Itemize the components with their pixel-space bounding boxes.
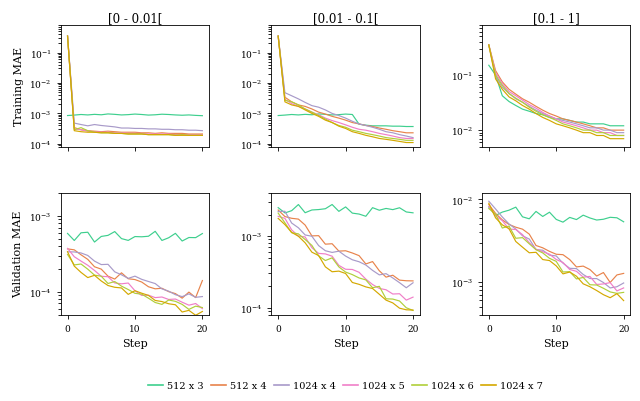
- Title: [0.01 - 0.1[: [0.01 - 0.1[: [313, 12, 378, 25]
- Y-axis label: Training MAE: Training MAE: [13, 47, 24, 126]
- Legend: 512 x 3, 512 x 4, 1024 x 4, 1024 x 5, 1024 x 6, 1024 x 7: 512 x 3, 512 x 4, 1024 x 4, 1024 x 5, 10…: [145, 377, 547, 394]
- X-axis label: Step: Step: [543, 338, 569, 348]
- Title: [0 - 0.01[: [0 - 0.01[: [108, 12, 162, 25]
- Title: [0.1 - 1]: [0.1 - 1]: [533, 12, 580, 25]
- X-axis label: Step: Step: [333, 338, 358, 348]
- Y-axis label: Validation MAE: Validation MAE: [13, 211, 24, 298]
- X-axis label: Step: Step: [122, 338, 148, 348]
